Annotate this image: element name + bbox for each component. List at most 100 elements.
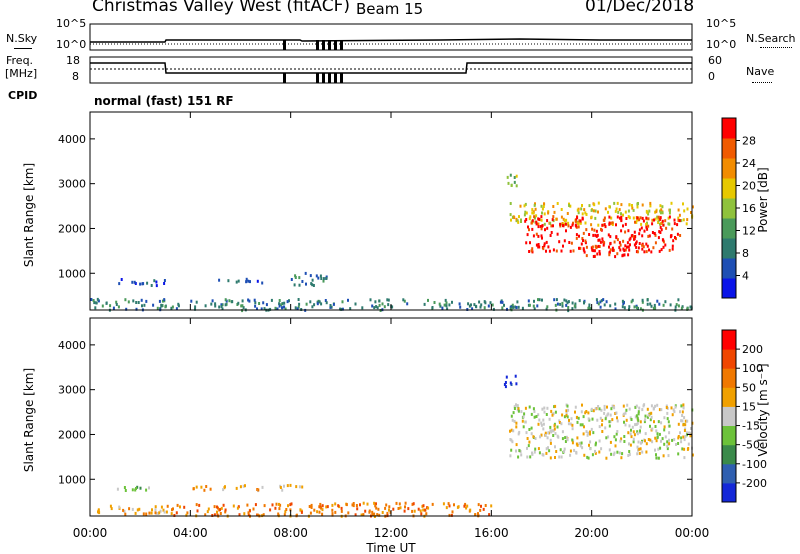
echo-cell [421, 504, 424, 508]
echo-cell [677, 216, 680, 220]
echo-cell [572, 221, 574, 225]
echo-cell [624, 244, 627, 248]
echo-cell [359, 503, 361, 507]
echo-cell [574, 219, 577, 223]
echo-cell [575, 451, 578, 455]
echo-cell [278, 299, 281, 302]
echo-cell [384, 506, 387, 510]
echo-cell [613, 406, 616, 410]
echo-cell [536, 304, 539, 308]
echo-cell [566, 404, 569, 408]
echo-cell [123, 486, 126, 489]
echo-cell [179, 505, 181, 509]
echo-cell [555, 298, 558, 302]
echo-cell [542, 422, 545, 426]
echo-cell [589, 432, 591, 436]
echo-cell [668, 211, 671, 215]
echo-cell [542, 247, 545, 251]
echo-cell [642, 245, 645, 249]
echo-cell [639, 216, 642, 220]
echo-cell [675, 303, 678, 307]
echo-cell [609, 235, 612, 239]
echo-cell [669, 208, 671, 212]
echo-cell [585, 410, 588, 413]
echo-cell [585, 254, 588, 258]
echo-cell [571, 427, 574, 431]
echo-cell [554, 303, 557, 307]
echo-cell [620, 229, 623, 233]
echo-cell [666, 417, 669, 421]
echo-cell [232, 504, 235, 508]
noise-spike [322, 40, 325, 50]
echo-cell [632, 437, 635, 441]
echo-cell [90, 298, 93, 301]
echo-cell [513, 419, 516, 423]
echo-cell [531, 227, 534, 231]
echo-cell [145, 299, 148, 303]
echo-cell [626, 403, 629, 407]
echo-cell [537, 447, 540, 451]
echo-cell [649, 201, 652, 205]
velocity-ylabel: Slant Range [km] [22, 368, 36, 472]
echo-cell [654, 217, 657, 221]
echo-cell [619, 243, 622, 247]
echo-cell [681, 414, 684, 417]
echo-cell [590, 208, 593, 212]
echo-cell [650, 250, 653, 254]
echo-cell [115, 303, 118, 306]
echo-cell [247, 298, 250, 302]
echo-cell [480, 303, 483, 307]
echo-cell [556, 425, 559, 429]
echo-cell [680, 306, 683, 310]
echo-cell [631, 298, 634, 302]
echo-cell [194, 305, 197, 309]
echo-cell [574, 410, 576, 414]
echo-cell [298, 276, 301, 280]
echo-cell [222, 488, 225, 492]
echo-cell [641, 450, 644, 454]
colorbar-segment [722, 482, 736, 503]
echo-cell [533, 415, 536, 419]
echo-cell [422, 504, 425, 508]
echo-cell [475, 304, 477, 308]
echo-cell [560, 422, 563, 426]
echo-cell [627, 215, 630, 219]
echo-cell [610, 407, 613, 411]
echo-cell [624, 248, 627, 252]
echo-cell [541, 211, 543, 215]
echo-cell [538, 298, 541, 302]
echo-cell [569, 225, 572, 229]
velocity-colorbar: 200 100 50 15 -15 -50 -100 -200 [721, 329, 767, 503]
echo-cell [377, 507, 380, 511]
echo-cell [220, 305, 223, 308]
echo-cell [622, 302, 625, 306]
echo-cell [331, 513, 334, 517]
echo-cell [351, 503, 354, 507]
colorbar-segment [722, 198, 736, 219]
echo-cell [505, 375, 508, 379]
echo-cell [657, 221, 660, 224]
echo-cell [641, 243, 644, 247]
echo-cell [627, 209, 630, 213]
echo-cell [639, 447, 642, 451]
echo-cell [412, 502, 415, 506]
echo-cell [625, 217, 628, 220]
echo-cell [585, 228, 588, 232]
echo-cell [278, 502, 280, 506]
echo-cell [644, 432, 647, 436]
echo-cell [576, 436, 579, 440]
echo-cell [528, 303, 531, 307]
echo-cell [310, 506, 313, 509]
echo-cell [596, 301, 599, 304]
echo-cell [600, 408, 603, 412]
echo-cell [624, 423, 627, 427]
echo-cell [599, 305, 602, 309]
echo-cell [582, 432, 585, 436]
echo-cell [561, 413, 564, 417]
echo-cell [569, 204, 572, 208]
echo-cell [154, 508, 157, 512]
nsearch-tick-top: 10^5 [706, 17, 737, 30]
echo-cell [602, 243, 605, 247]
echo-cell [132, 299, 135, 303]
